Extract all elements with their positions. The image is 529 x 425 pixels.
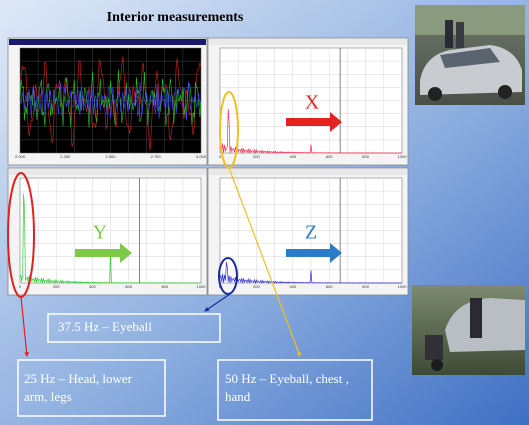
x-tick-label: 200: [53, 284, 60, 289]
y-label: Y: [93, 222, 107, 244]
callout-text: 37.5 Hz – Eyeball: [58, 319, 152, 334]
x-tick-label: 800: [161, 284, 168, 289]
x-tick-label: 3.000: [196, 154, 207, 159]
photo-people: [412, 285, 525, 375]
slide: Interior measurements 2.000 2.250 2.500 2.7…: [0, 0, 529, 425]
title: Interior measurements: [107, 10, 244, 25]
x-tick-label: 400: [89, 284, 96, 289]
x-tick-label: 800: [362, 284, 369, 289]
x-tick-label: 1000: [398, 284, 408, 289]
panel-header: [209, 169, 407, 175]
x-tick-label: 1000: [197, 284, 207, 289]
z-label: Z: [305, 222, 317, 244]
x-tick-label: 400: [289, 154, 296, 159]
panel-header: [9, 39, 206, 45]
x-tick-label: 2.000: [15, 154, 26, 159]
panel-header: [9, 169, 206, 175]
x-tick-label: 2.750: [151, 154, 162, 159]
x-tick-label: 600: [326, 284, 333, 289]
callout-text: arm, legs: [24, 389, 72, 404]
callout-text: hand: [225, 389, 251, 404]
x-tick-label: 200: [253, 154, 260, 159]
x-label: X: [305, 92, 320, 114]
x-tick-label: 600: [326, 154, 333, 159]
x-tick-label: 200: [253, 284, 260, 289]
x-tick-label: 1000: [398, 154, 408, 159]
x-tick-label: 600: [125, 284, 132, 289]
callout-text: 25 Hz – Head, lower: [24, 371, 133, 386]
x-tick-label: 400: [289, 284, 296, 289]
x-tick-label: 2.500: [105, 154, 116, 159]
callout-text: 50 Hz – Eyeball, chest ,: [225, 371, 349, 386]
x-tick-label: 800: [362, 154, 369, 159]
x-tick-label: 2.250: [60, 154, 71, 159]
panel-header: [209, 39, 407, 45]
photo-car: [415, 5, 525, 105]
